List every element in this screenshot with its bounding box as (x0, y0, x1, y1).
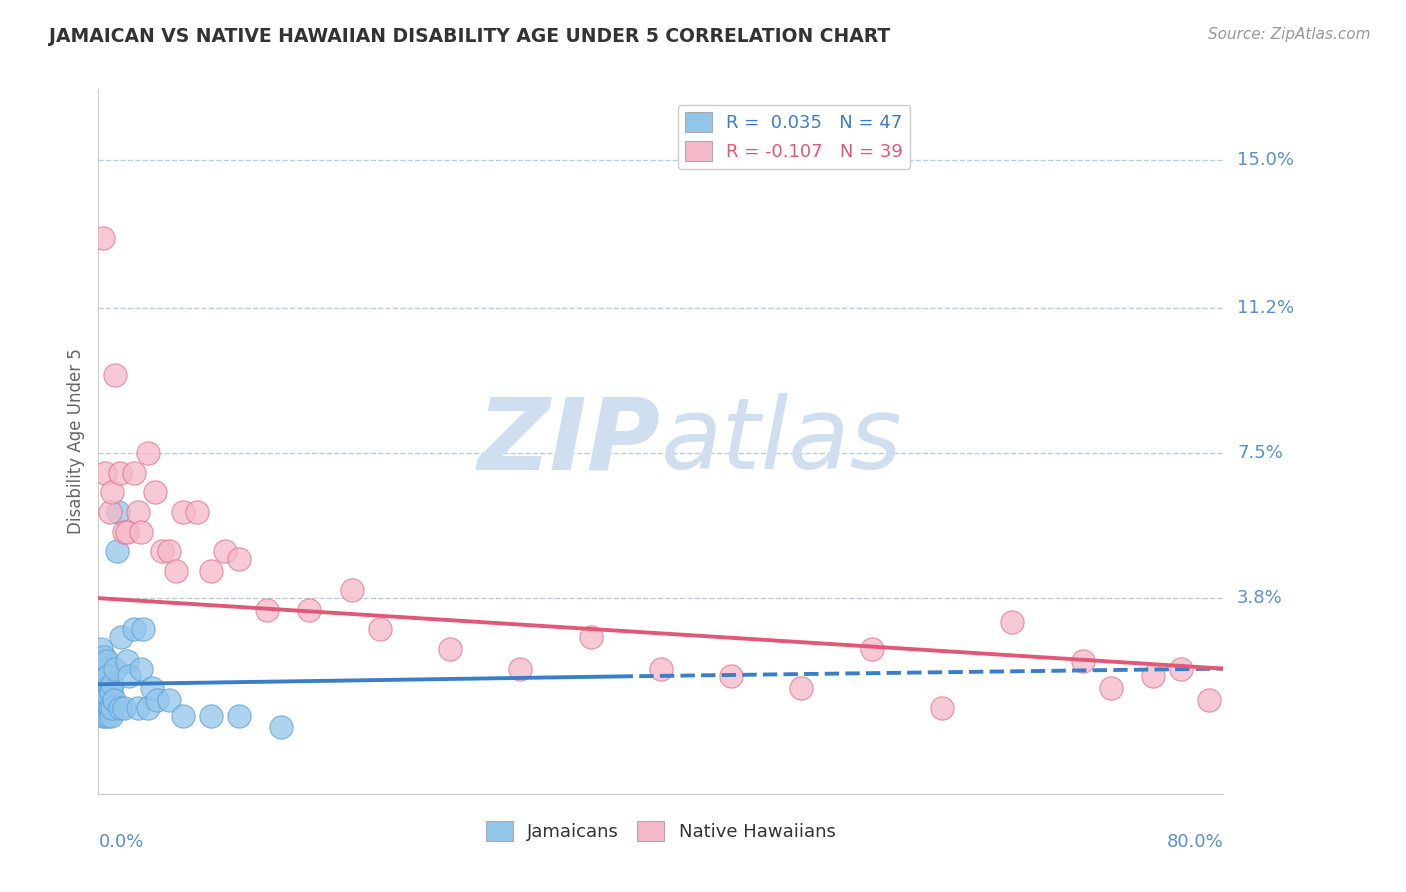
Point (108, 700, 131, 714)
Point (94, 685, 117, 699)
Text: 15.0%: 15.0% (1237, 151, 1294, 169)
Point (94, 708, 117, 723)
Point (105, 544, 128, 558)
Point (146, 693, 169, 707)
Legend: Jamaicans, Native Hawaiians: Jamaicans, Native Hawaiians (478, 814, 844, 848)
Text: atlas: atlas (661, 393, 903, 490)
Point (89, 662, 111, 676)
Point (96, 654, 118, 668)
Point (96, 700, 118, 714)
Point (97, 689, 120, 703)
Point (165, 564, 187, 578)
Point (90, 693, 112, 707)
Point (127, 700, 149, 714)
Text: 3.8%: 3.8% (1237, 589, 1282, 607)
Point (112, 524, 135, 539)
Point (1170, 662, 1192, 676)
Text: 11.2%: 11.2% (1237, 300, 1295, 318)
Point (298, 603, 321, 617)
Point (129, 524, 152, 539)
Point (103, 693, 125, 707)
Point (97, 669, 120, 683)
Point (228, 552, 250, 566)
Point (91, 681, 114, 696)
Point (98, 681, 121, 696)
Point (101, 700, 124, 714)
Point (172, 505, 194, 519)
Point (98, 700, 121, 714)
Point (110, 630, 132, 644)
Point (101, 485, 124, 500)
Point (91, 231, 114, 245)
Point (1001, 615, 1024, 629)
Point (1198, 693, 1220, 707)
Point (104, 662, 127, 676)
Point (157, 544, 180, 558)
Point (100, 708, 122, 723)
Point (115, 654, 138, 668)
Point (108, 466, 131, 480)
Point (439, 642, 461, 657)
Point (1142, 669, 1164, 683)
Point (91, 708, 114, 723)
Point (200, 708, 222, 723)
Point (1099, 681, 1122, 696)
Point (100, 685, 122, 699)
Point (90, 669, 112, 683)
Point (94, 662, 117, 676)
Point (157, 693, 180, 707)
Y-axis label: Disability Age Under 5: Disability Age Under 5 (66, 349, 84, 534)
Text: Source: ZipAtlas.com: Source: ZipAtlas.com (1208, 27, 1371, 42)
Point (340, 583, 363, 598)
Point (931, 700, 953, 714)
Point (172, 708, 194, 723)
Point (720, 669, 742, 683)
Point (118, 669, 141, 683)
Point (91, 654, 114, 668)
Point (141, 681, 163, 696)
Point (122, 466, 145, 480)
Point (579, 630, 602, 644)
Point (96, 681, 118, 696)
Point (89, 700, 111, 714)
Point (860, 642, 883, 657)
Text: JAMAICAN VS NATIVE HAWAIIAN DISABILITY AGE UNDER 5 CORRELATION CHART: JAMAICAN VS NATIVE HAWAIIAN DISABILITY A… (49, 27, 890, 45)
Point (270, 720, 292, 734)
Text: 0.0%: 0.0% (98, 832, 143, 851)
Point (112, 700, 135, 714)
Point (790, 681, 813, 696)
Point (93, 649, 115, 664)
Point (94, 466, 117, 480)
Point (136, 700, 159, 714)
Point (115, 524, 138, 539)
Point (186, 505, 208, 519)
Point (368, 623, 391, 637)
Point (200, 564, 222, 578)
Point (136, 446, 159, 460)
Point (214, 544, 236, 558)
Point (127, 505, 149, 519)
Text: 80.0%: 80.0% (1167, 832, 1223, 851)
Point (104, 368, 127, 382)
Point (98, 505, 121, 519)
Point (90, 642, 112, 657)
Point (132, 623, 155, 637)
Point (150, 544, 173, 558)
Point (256, 603, 278, 617)
Point (101, 677, 124, 691)
Point (1071, 654, 1094, 668)
Point (93, 677, 115, 691)
Point (228, 708, 250, 723)
Point (97, 708, 120, 723)
Point (122, 623, 145, 637)
Point (509, 662, 531, 676)
Text: 7.5%: 7.5% (1237, 444, 1284, 462)
Point (107, 505, 129, 519)
Point (650, 662, 672, 676)
Text: ZIP: ZIP (478, 393, 661, 490)
Point (143, 485, 166, 500)
Point (129, 662, 152, 676)
Point (93, 700, 115, 714)
